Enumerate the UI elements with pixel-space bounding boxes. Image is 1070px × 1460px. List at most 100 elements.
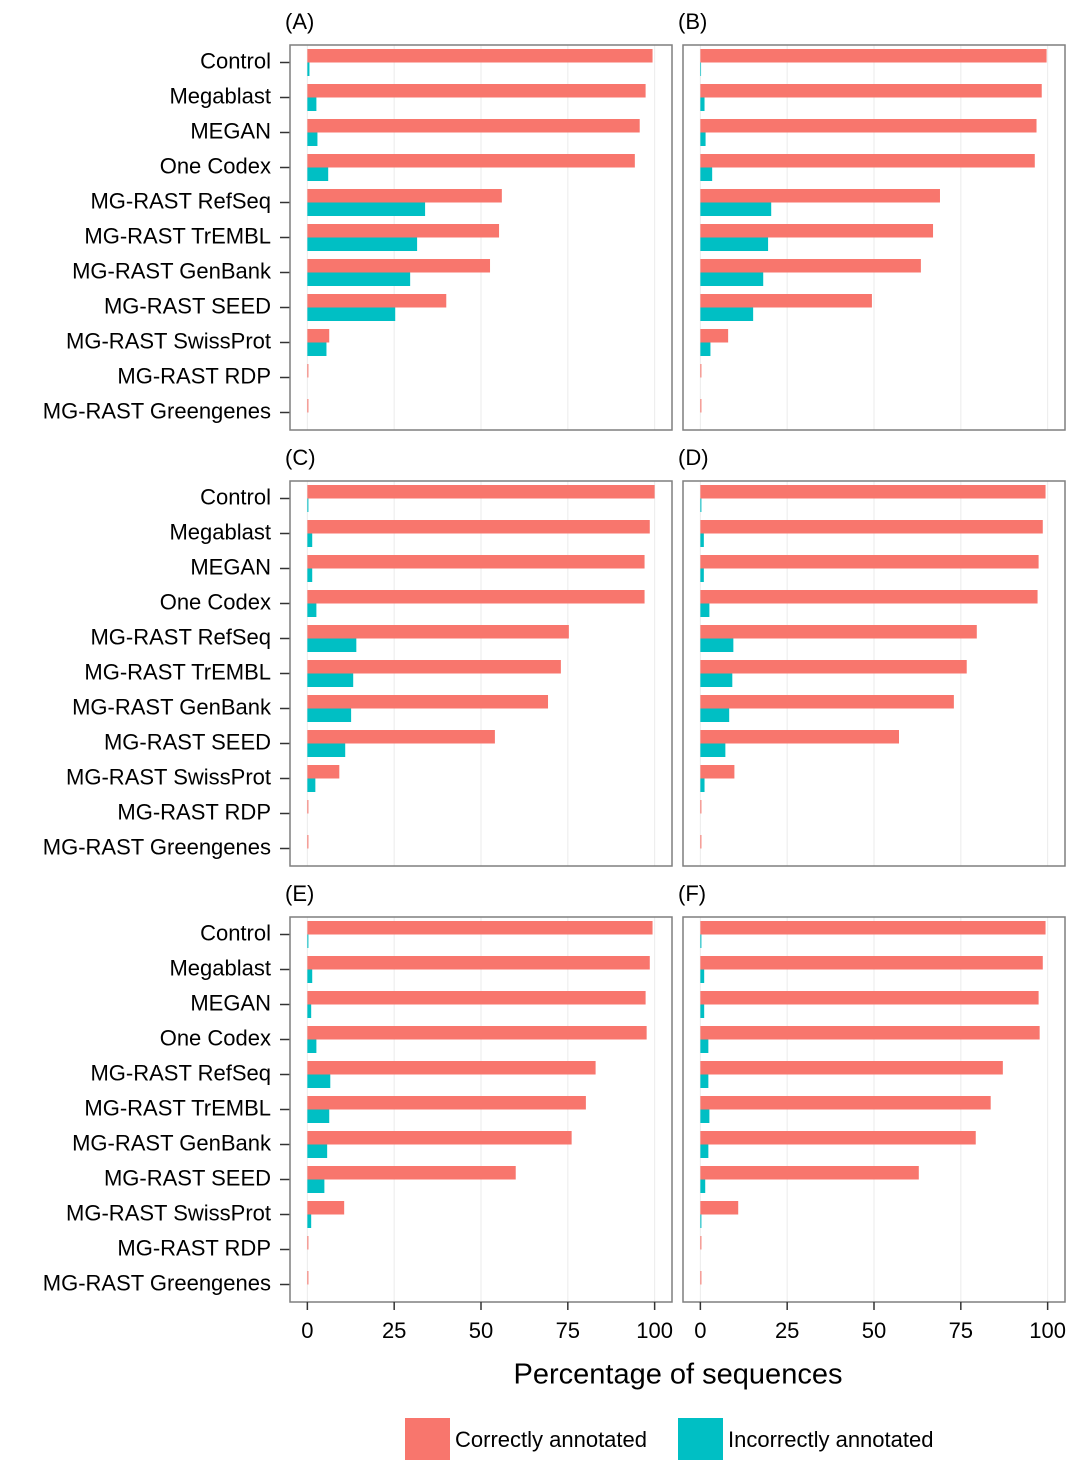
bar (307, 603, 317, 617)
bar (700, 485, 1046, 499)
y-tick-label: MEGAN (190, 990, 271, 1015)
bar (700, 364, 702, 378)
bar (700, 800, 702, 814)
bar (700, 97, 705, 111)
bar (307, 272, 411, 286)
bar (307, 1109, 330, 1123)
bar (700, 189, 940, 203)
x-tick-label: 75 (949, 1318, 973, 1343)
x-tick-label: 0 (301, 1318, 313, 1343)
y-tick-label: MG-RAST SEED (104, 1165, 271, 1190)
x-tick-label: 75 (556, 1318, 580, 1343)
bar (700, 1096, 991, 1110)
bar (700, 237, 769, 251)
bar (307, 485, 655, 499)
panel-title: (D) (678, 445, 709, 470)
bar (700, 625, 977, 639)
bar (307, 1179, 325, 1193)
bar (700, 399, 702, 413)
panel-border (289, 44, 673, 431)
bar (700, 638, 734, 652)
bar (700, 1144, 709, 1158)
bar (307, 154, 635, 168)
y-tick-label: One Codex (160, 153, 271, 178)
bar (700, 498, 702, 512)
bar (700, 695, 954, 709)
bar (700, 778, 705, 792)
y-tick-label: MG-RAST SwissProt (66, 328, 271, 353)
bar (700, 272, 764, 286)
bar (700, 603, 710, 617)
x-tick-label: 50 (862, 1318, 886, 1343)
x-axis-label: Percentage of sequences (514, 1359, 843, 1391)
bar (307, 329, 330, 343)
y-tick-label: MEGAN (190, 554, 271, 579)
bar (307, 956, 650, 970)
bar (307, 625, 569, 639)
bar (700, 1074, 709, 1088)
bar (307, 568, 313, 582)
y-tick-label: MG-RAST SwissProt (66, 1200, 271, 1225)
y-tick-label: MG-RAST TrEMBL (84, 659, 271, 684)
x-tick-label: 25 (382, 1318, 406, 1343)
y-tick-label: MG-RAST SEED (104, 293, 271, 318)
bar (307, 49, 653, 63)
panel-border (682, 480, 1066, 867)
bar (307, 1074, 331, 1088)
bar (307, 364, 309, 378)
bar (307, 167, 329, 181)
panel-title: (F) (678, 881, 706, 906)
y-tick-label: MG-RAST Greengenes (43, 1270, 271, 1295)
bar (700, 1201, 739, 1215)
y-tick-label: Megablast (169, 955, 271, 980)
bar (700, 673, 733, 687)
y-tick-label: Megablast (169, 519, 271, 544)
bar (307, 708, 352, 722)
y-tick-label: MG-RAST GenBank (72, 694, 272, 719)
bar (307, 590, 645, 604)
bar (700, 167, 713, 181)
bar (700, 765, 735, 779)
y-tick-label: MG-RAST RDP (117, 1235, 271, 1260)
y-tick-label: Control (200, 920, 271, 945)
panel-title: (B) (678, 9, 707, 34)
bar (700, 590, 1038, 604)
bar (307, 555, 645, 569)
bar (307, 1214, 312, 1228)
y-tick-label: MG-RAST RDP (117, 363, 271, 388)
bar (700, 934, 702, 948)
bar (700, 1179, 706, 1193)
y-tick-label: MG-RAST TrEMBL (84, 1095, 271, 1120)
bar (307, 294, 447, 308)
bar (307, 520, 650, 534)
bar (307, 259, 491, 273)
bar (700, 708, 730, 722)
bar (307, 660, 561, 674)
y-tick-label: MG-RAST RefSeq (90, 188, 271, 213)
bar (700, 660, 967, 674)
bar (307, 1039, 317, 1053)
bar (700, 969, 705, 983)
bar (700, 132, 706, 146)
bar (307, 1096, 586, 1110)
bar (307, 934, 309, 948)
bar (307, 800, 309, 814)
bar (700, 329, 729, 343)
bar (700, 1026, 1040, 1040)
bar (307, 1201, 345, 1215)
bar (700, 1214, 702, 1228)
y-tick-label: MEGAN (190, 118, 271, 143)
bar (307, 969, 313, 983)
bar (700, 1061, 1003, 1075)
bar (307, 1131, 572, 1145)
y-tick-label: MG-RAST RefSeq (90, 624, 271, 649)
bar (307, 991, 646, 1005)
y-tick-label: MG-RAST TrEMBL (84, 223, 271, 248)
bar (700, 1166, 919, 1180)
y-tick-label: MG-RAST SwissProt (66, 764, 271, 789)
y-tick-label: Control (200, 484, 271, 509)
bar (307, 1004, 312, 1018)
x-tick-label: 0 (694, 1318, 706, 1343)
bar (700, 533, 704, 547)
bar (307, 1271, 309, 1285)
